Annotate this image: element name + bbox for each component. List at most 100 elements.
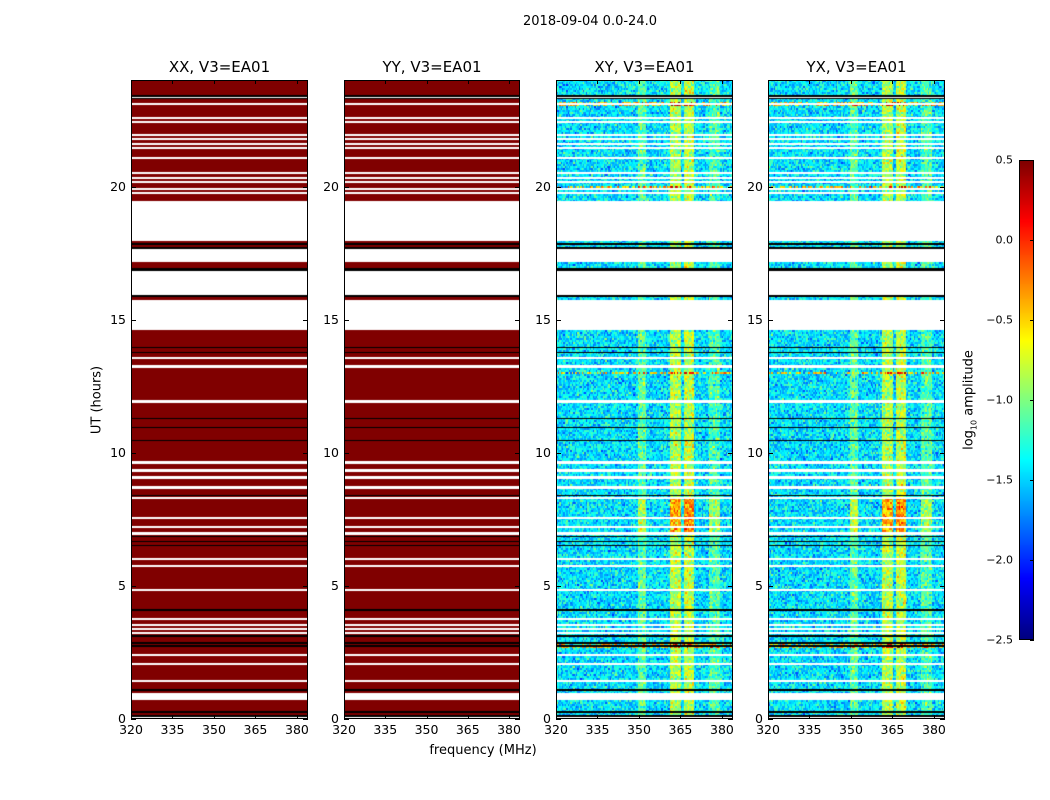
- y-tick-mark: [515, 585, 520, 587]
- x-tick-mark: [597, 80, 599, 84]
- x-tick-mark: [255, 715, 257, 719]
- x-tick-mark: [172, 80, 174, 84]
- x-tick-mark: [426, 80, 428, 84]
- y-tick-mark: [728, 186, 733, 188]
- y-tick-mark: [303, 186, 308, 188]
- x-tick-label: 380: [710, 722, 734, 737]
- x-tick-label: 320: [119, 722, 143, 737]
- y-tick-mark: [131, 452, 136, 454]
- x-tick-mark: [768, 715, 769, 719]
- y-tick-label: 20: [747, 178, 763, 194]
- x-tick-label: 365: [880, 722, 905, 737]
- x-tick-mark: [213, 80, 215, 84]
- x-tick-label: 380: [497, 722, 521, 737]
- heatmap-xy: [556, 80, 733, 719]
- x-tick-label: 380: [922, 722, 946, 737]
- y-tick-mark: [728, 319, 733, 321]
- colorbar-tick-mark: [1030, 560, 1034, 561]
- x-tick-mark: [850, 715, 852, 719]
- x-tick-mark: [131, 715, 132, 719]
- y-tick-mark: [344, 585, 349, 587]
- y-axis-label: UT (hours): [89, 365, 105, 435]
- x-tick-mark: [933, 715, 935, 719]
- colorbar-tick-mark: [1030, 480, 1034, 481]
- y-tick-label: 15: [323, 311, 339, 327]
- y-tick-label: 0: [331, 710, 339, 726]
- x-tick-mark: [892, 80, 894, 84]
- colorbar-label: log10 amplitude: [962, 350, 979, 450]
- y-tick-mark: [768, 719, 773, 720]
- x-tick-mark: [385, 80, 387, 84]
- colorbar-tick-label: −1.0: [986, 393, 1013, 407]
- panel-yx: YX, V3=EA01: [768, 58, 945, 720]
- x-tick-mark: [213, 715, 215, 719]
- y-tick-label: 0: [118, 710, 126, 726]
- y-tick-mark: [515, 186, 520, 188]
- y-tick-label: 20: [535, 178, 551, 194]
- x-axis-label: frequency (MHz): [429, 743, 537, 758]
- x-tick-label: 350: [414, 722, 439, 737]
- colorbar-gradient: [1020, 161, 1033, 639]
- y-tick-mark: [131, 319, 136, 321]
- y-tick-mark: [768, 319, 773, 321]
- x-tick-label: 350: [839, 722, 863, 737]
- x-tick-mark: [721, 715, 723, 719]
- colorbar-tick-mark: [1030, 640, 1034, 641]
- colorbar-tick-mark: [1030, 400, 1034, 401]
- x-tick-mark: [426, 715, 428, 719]
- y-tick-mark: [556, 585, 561, 587]
- x-tick-label: 320: [756, 722, 780, 737]
- x-tick-label: 380: [285, 722, 309, 737]
- panel-title: YY, V3=EA01: [382, 58, 482, 76]
- y-tick-mark: [940, 719, 945, 720]
- y-tick-mark: [556, 719, 561, 720]
- y-tick-mark: [344, 719, 349, 720]
- panel-title: YX, V3=EA01: [806, 58, 907, 76]
- x-tick-mark: [721, 80, 723, 84]
- y-tick-mark: [131, 719, 136, 720]
- x-tick-mark: [385, 715, 387, 719]
- y-tick-mark: [303, 585, 308, 587]
- x-tick-mark: [296, 80, 298, 84]
- colorbar-tick-mark: [1030, 160, 1034, 161]
- y-tick-mark: [515, 719, 520, 720]
- x-tick-label: 335: [373, 722, 398, 737]
- x-tick-mark: [556, 715, 557, 719]
- x-tick-label: 335: [797, 722, 822, 737]
- colorbar-tick-label: −1.5: [986, 473, 1013, 487]
- y-tick-mark: [303, 319, 308, 321]
- x-tick-mark: [638, 715, 640, 719]
- panel-title: XY, V3=EA01: [594, 58, 695, 76]
- colorbar-tick-label: −0.5: [986, 313, 1013, 327]
- x-tick-mark: [556, 80, 557, 84]
- colorbar-tick-label: −2.0: [986, 553, 1013, 567]
- x-tick-mark: [809, 80, 811, 84]
- x-tick-label: 335: [585, 722, 610, 737]
- x-tick-mark: [509, 80, 510, 84]
- y-tick-label: 15: [535, 311, 551, 327]
- colorbar-tick-mark: [1030, 240, 1034, 241]
- heatmap-xx: [131, 80, 308, 719]
- y-tick-mark: [728, 585, 733, 587]
- y-tick-mark: [515, 452, 520, 454]
- y-tick-mark: [768, 452, 773, 454]
- x-tick-mark: [680, 715, 682, 719]
- x-tick-label: 365: [668, 722, 693, 737]
- y-tick-label: 15: [747, 311, 763, 327]
- x-tick-mark: [680, 80, 682, 84]
- y-tick-label: 20: [110, 178, 126, 194]
- y-tick-label: 10: [323, 444, 339, 460]
- x-tick-mark: [344, 80, 345, 84]
- x-tick-mark: [296, 715, 298, 719]
- figure-title: 2018-09-04 0.0-24.0: [523, 14, 657, 29]
- y-tick-mark: [131, 186, 136, 188]
- y-tick-label: 10: [535, 444, 551, 460]
- y-tick-label: 5: [331, 577, 339, 593]
- y-tick-label: 5: [755, 577, 763, 593]
- y-tick-label: 10: [747, 444, 763, 460]
- x-tick-mark: [467, 715, 469, 719]
- colorbar-tick-mark: [1030, 320, 1034, 321]
- x-tick-mark: [809, 715, 811, 719]
- x-tick-mark: [768, 80, 769, 84]
